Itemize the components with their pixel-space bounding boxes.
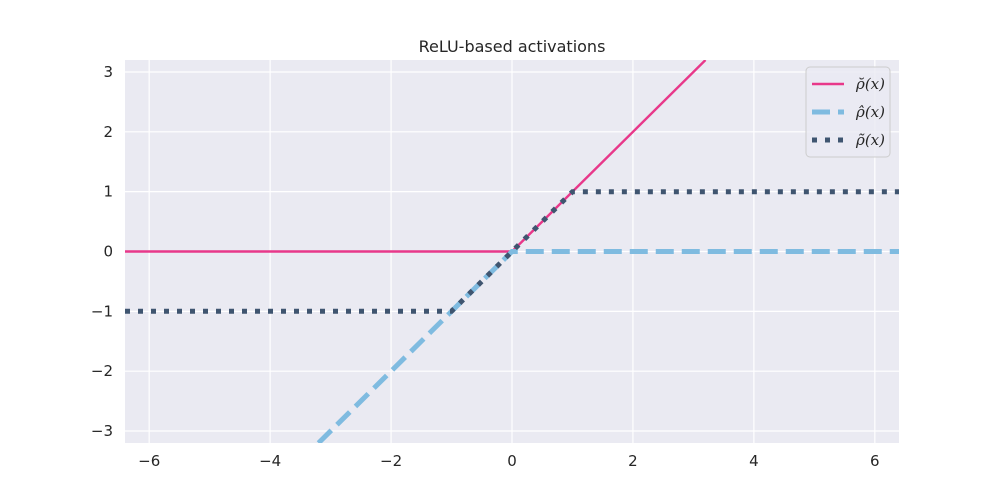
legend-label-3: ρ̃(x) xyxy=(855,131,885,149)
legend-label-2: ρ̂(x) xyxy=(855,103,885,121)
legend-label-1: ρ̆(x) xyxy=(855,75,885,93)
x-tick-label: 4 xyxy=(749,452,759,470)
series-layer xyxy=(125,60,899,443)
x-tick-label: −4 xyxy=(259,452,281,470)
x-axis-ticks: −6 −4 −2 0 2 4 6 xyxy=(138,452,879,470)
y-axis-ticks: −3 −2 −1 0 1 2 3 xyxy=(91,63,113,440)
x-tick-label: 6 xyxy=(870,452,880,470)
x-tick-label: −6 xyxy=(138,452,160,470)
legend: ρ̆(x) ρ̂(x) ρ̃(x) xyxy=(805,66,891,158)
x-tick-label: 2 xyxy=(628,452,638,470)
y-tick-label: −1 xyxy=(91,302,113,320)
series-line-2 xyxy=(316,249,899,443)
y-tick-label: −2 xyxy=(91,362,113,380)
y-tick-label: 3 xyxy=(103,63,113,81)
legend-box xyxy=(805,66,891,158)
y-tick-label: 2 xyxy=(103,123,113,141)
chart-title: ReLU-based activations xyxy=(419,37,606,56)
x-tick-label: 0 xyxy=(507,452,517,470)
y-tick-label: −3 xyxy=(91,422,113,440)
y-tick-label: 0 xyxy=(103,243,113,261)
y-tick-label: 1 xyxy=(103,183,113,201)
x-tick-label: −2 xyxy=(380,452,402,470)
